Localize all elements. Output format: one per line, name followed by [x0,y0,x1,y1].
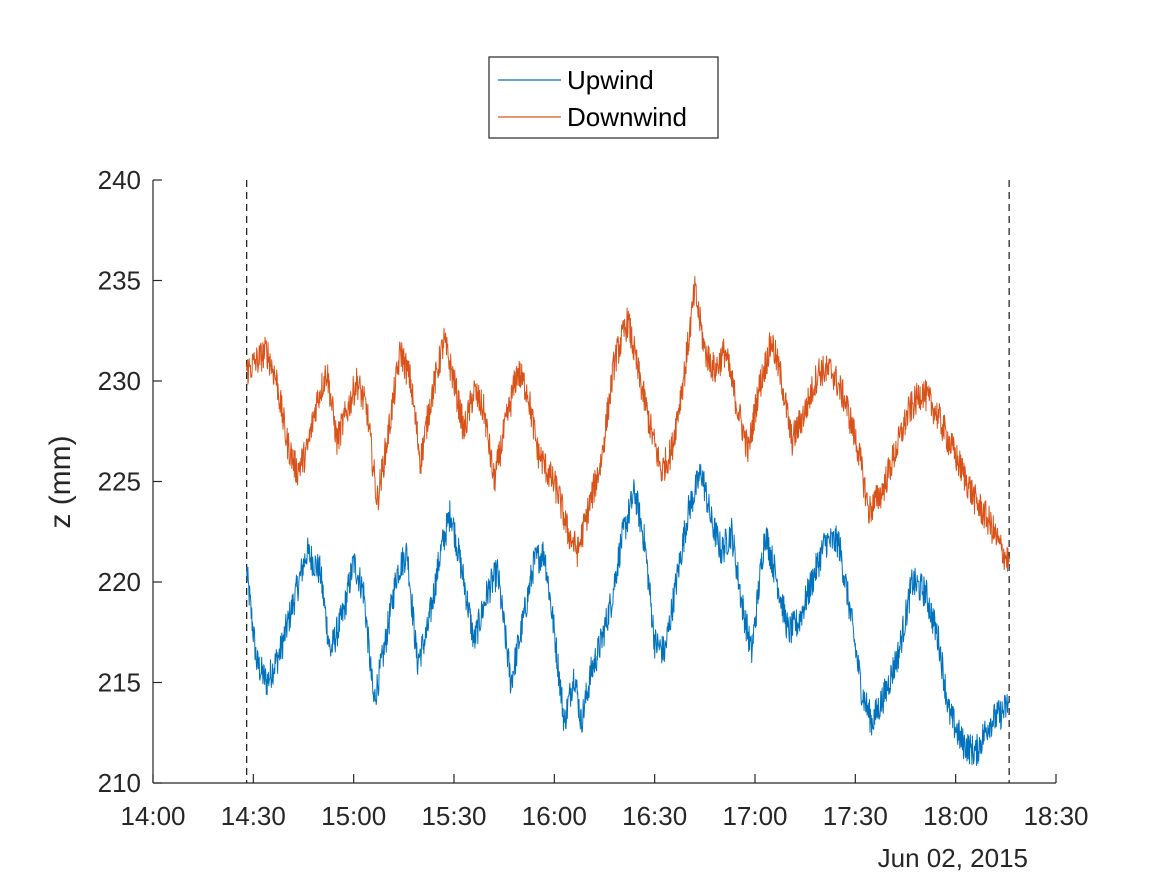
x-tick-label: 16:00 [522,801,587,831]
y-axis-label: z (mm) [44,435,77,528]
series-line-downwind [246,275,1010,572]
plot-area [245,180,1010,783]
date-label: Jun 02, 2015 [878,843,1028,873]
legend-box [488,56,719,139]
x-tick-label: 14:30 [221,801,286,831]
y-tick-label: 210 [98,768,141,798]
legend-label-upwind: Upwind [567,65,654,95]
x-tick-label: 17:30 [823,801,888,831]
x-tick-label: 16:30 [622,801,687,831]
legend-label-downwind: Downwind [567,102,687,132]
y-tick-label: 235 [98,266,141,296]
x-tick-label: 18:00 [923,801,988,831]
x-tick-label: 15:30 [421,801,486,831]
axes: 210 215 220 225 230 235 240 14:00 14:30 15:00 15:3… [98,165,1089,831]
x-tick-label: 18:30 [1023,801,1088,831]
legend: Upwind Downwind [488,56,719,139]
x-tick-label: 15:00 [321,801,386,831]
y-tick-label: 240 [98,165,141,195]
y-tick-label: 225 [98,467,141,497]
x-tick-label: 17:00 [722,801,787,831]
x-tick-label: 14:00 [120,801,185,831]
y-tick-label: 220 [98,567,141,597]
y-tick-label: 230 [98,366,141,396]
y-tick-label: 215 [98,668,141,698]
series-line-upwind [246,463,1010,766]
